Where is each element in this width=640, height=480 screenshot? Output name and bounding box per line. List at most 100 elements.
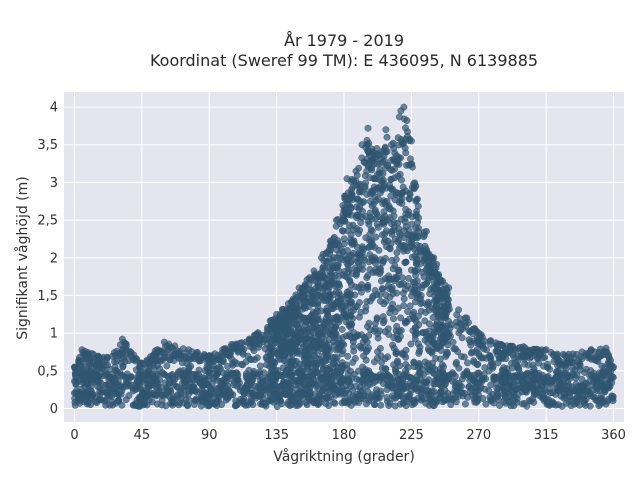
data-point [437, 341, 445, 349]
data-point [370, 327, 378, 335]
data-point [584, 354, 592, 362]
data-point [466, 388, 474, 396]
data-point [385, 331, 393, 338]
data-point [111, 358, 118, 366]
data-point [332, 282, 340, 290]
data-point [227, 369, 234, 377]
data-point [436, 355, 444, 363]
data-point [76, 389, 84, 397]
data-point [488, 358, 495, 366]
data-point [348, 240, 356, 248]
data-point [270, 398, 277, 406]
data-point [410, 314, 418, 322]
data-point [339, 334, 347, 342]
data-point [186, 356, 193, 364]
data-point [111, 374, 119, 382]
data-point [338, 384, 346, 392]
data-point [236, 344, 244, 352]
data-point [314, 376, 322, 384]
data-point [567, 402, 575, 410]
data-point [566, 372, 574, 380]
data-point [573, 399, 581, 407]
data-point [505, 398, 513, 406]
data-point [525, 346, 533, 354]
data-point [449, 377, 456, 385]
data-point [296, 350, 304, 358]
data-point [366, 197, 374, 205]
data-point [360, 352, 368, 360]
data-point [357, 344, 365, 352]
data-point [387, 184, 394, 192]
data-point [118, 401, 126, 409]
data-point [376, 344, 384, 352]
data-point [425, 376, 433, 384]
x-tick-label: 45 [134, 428, 151, 443]
data-point [469, 330, 477, 338]
data-point [440, 363, 447, 371]
data-point [416, 347, 423, 355]
data-point [282, 390, 290, 398]
data-point [384, 353, 392, 361]
data-point [431, 397, 439, 405]
data-point [242, 370, 250, 378]
data-point [140, 371, 147, 379]
data-point [400, 247, 408, 255]
data-point [281, 313, 289, 321]
data-point [193, 354, 201, 362]
data-point [398, 349, 406, 357]
data-point [437, 316, 445, 324]
data-point [512, 373, 520, 381]
data-point [547, 349, 555, 356]
data-point [408, 242, 416, 250]
y-tick-label: 1,5 [37, 289, 58, 304]
data-point [272, 389, 280, 397]
data-point [330, 398, 338, 406]
data-point [424, 298, 432, 306]
data-point [267, 317, 275, 325]
data-point [262, 353, 270, 361]
data-point [368, 294, 376, 302]
data-point [218, 401, 225, 409]
data-point [225, 352, 233, 360]
data-point [284, 330, 292, 338]
data-point [381, 365, 389, 373]
data-point [155, 347, 163, 354]
data-point [124, 378, 132, 386]
data-point [402, 149, 410, 157]
data-point [319, 329, 327, 337]
data-point [348, 186, 356, 193]
y-tick-label: 0,5 [37, 364, 58, 379]
data-point [305, 360, 313, 368]
data-point [383, 394, 391, 402]
data-point [358, 188, 365, 196]
data-point [456, 319, 464, 327]
data-point [386, 399, 394, 407]
data-point [324, 374, 332, 382]
data-point [307, 276, 315, 284]
data-point [411, 324, 419, 332]
data-point [520, 400, 528, 407]
data-point [447, 321, 455, 329]
data-point [71, 401, 79, 409]
data-point [331, 354, 339, 361]
data-point [321, 338, 329, 346]
data-point [529, 380, 537, 388]
data-point [413, 294, 421, 302]
data-point [81, 347, 89, 355]
data-point [111, 389, 119, 397]
data-point [350, 249, 357, 257]
data-point [609, 397, 617, 405]
data-point [279, 380, 287, 388]
data-point [313, 324, 321, 332]
data-point [347, 281, 355, 289]
data-point [553, 373, 561, 380]
data-point [348, 270, 356, 277]
data-point [132, 357, 140, 365]
data-point [400, 103, 408, 111]
data-point [467, 349, 475, 357]
data-point [345, 389, 353, 397]
data-point [439, 322, 447, 330]
data-point [368, 242, 376, 250]
data-point [426, 262, 434, 270]
data-point [391, 223, 398, 231]
